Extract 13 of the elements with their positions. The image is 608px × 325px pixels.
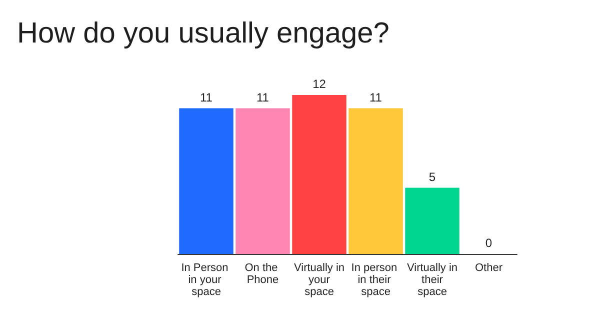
x-tick-label: Virtually in their space (406, 262, 458, 298)
x-tick-label: In Person in your space (181, 262, 232, 298)
data-label: 11 (370, 90, 382, 104)
x-tick-label: Virtually in your space (294, 262, 345, 298)
data-label: 0 (485, 236, 492, 250)
data-label: 11 (256, 90, 270, 104)
x-tick-label: Other (474, 262, 503, 274)
x-tick-label: In person in their space (351, 262, 400, 298)
data-label: 5 (428, 170, 436, 184)
data-label: 12 (312, 77, 326, 91)
chart-title: How do you usually engage? (17, 18, 390, 50)
x-tick-label: On the Phone (244, 262, 281, 286)
data-label: 11 (200, 90, 213, 104)
